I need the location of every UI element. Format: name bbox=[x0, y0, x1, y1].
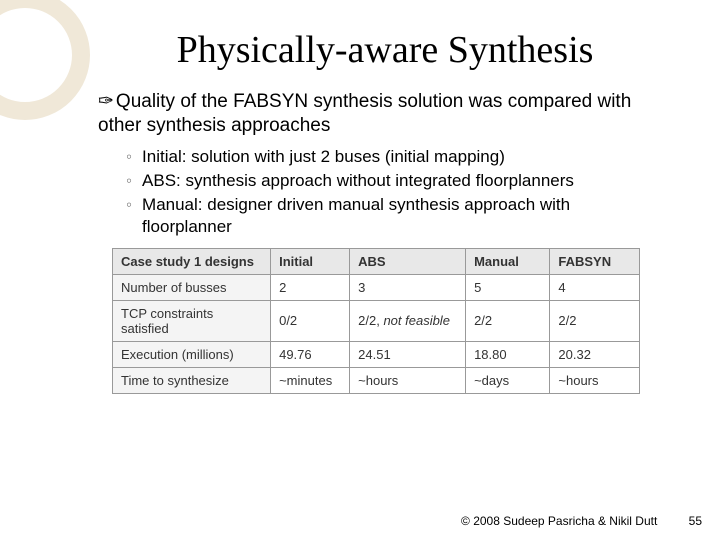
slide-title: Physically-aware Synthesis bbox=[90, 28, 680, 72]
sub-bullet: ◦ ABS: synthesis approach without integr… bbox=[126, 170, 650, 192]
table-cell: 2/2 bbox=[550, 300, 640, 341]
comparison-table: Case study 1 designs Initial ABS Manual … bbox=[112, 248, 640, 394]
table-cell: 18.80 bbox=[466, 341, 550, 367]
main-bullet: ✑Quality of the FABSYN synthesis solutio… bbox=[98, 90, 660, 138]
table-header-row: Case study 1 designs Initial ABS Manual … bbox=[113, 248, 640, 274]
sub-bullet-text: Initial: solution with just 2 buses (ini… bbox=[142, 146, 505, 168]
table-header: Case study 1 designs bbox=[113, 248, 271, 274]
sub-bullet-list: ◦ Initial: solution with just 2 buses (i… bbox=[126, 146, 650, 238]
table-cell: 2/2, not feasible bbox=[350, 300, 466, 341]
table-row: TCP constraints satisfied0/22/2, not fea… bbox=[113, 300, 640, 341]
table-cell: 49.76 bbox=[271, 341, 350, 367]
slide-footer: © 2008 Sudeep Pasricha & Nikil Dutt 55 bbox=[461, 514, 702, 528]
table-body: Number of busses2354TCP constraints sati… bbox=[113, 274, 640, 393]
sub-bullet-text: ABS: synthesis approach without integrat… bbox=[142, 170, 574, 192]
page-number: 55 bbox=[689, 514, 702, 528]
sub-bullet: ◦ Initial: solution with just 2 buses (i… bbox=[126, 146, 650, 168]
table-header: ABS bbox=[350, 248, 466, 274]
sub-bullet-text: Manual: designer driven manual synthesis… bbox=[142, 194, 650, 238]
table-cell: 20.32 bbox=[550, 341, 640, 367]
table-header: FABSYN bbox=[550, 248, 640, 274]
comparison-table-wrap: Case study 1 designs Initial ABS Manual … bbox=[112, 248, 640, 394]
sub-bullet: ◦ Manual: designer driven manual synthes… bbox=[126, 194, 650, 238]
table-cell: 4 bbox=[550, 274, 640, 300]
table-header: Initial bbox=[271, 248, 350, 274]
table-cell: 3 bbox=[350, 274, 466, 300]
ring-icon: ◦ bbox=[126, 170, 132, 192]
table-cell: ~hours bbox=[550, 367, 640, 393]
table-cell: ~hours bbox=[350, 367, 466, 393]
row-label: Time to synthesize bbox=[113, 367, 271, 393]
table-cell: 2/2 bbox=[466, 300, 550, 341]
table-row: Number of busses2354 bbox=[113, 274, 640, 300]
table-row: Execution (millions)49.7624.5118.8020.32 bbox=[113, 341, 640, 367]
table-cell: ~minutes bbox=[271, 367, 350, 393]
row-label: Execution (millions) bbox=[113, 341, 271, 367]
ring-icon: ◦ bbox=[126, 146, 132, 168]
copyright-text: © 2008 Sudeep Pasricha & Nikil Dutt bbox=[461, 514, 657, 528]
table-cell: ~days bbox=[466, 367, 550, 393]
main-bullet-text: Quality of the FABSYN synthesis solution… bbox=[98, 91, 631, 136]
ring-icon: ◦ bbox=[126, 194, 132, 238]
row-label: TCP constraints satisfied bbox=[113, 300, 271, 341]
slide-content: Physically-aware Synthesis ✑Quality of t… bbox=[0, 0, 720, 394]
table-cell: 0/2 bbox=[271, 300, 350, 341]
table-row: Time to synthesize~minutes~hours~days~ho… bbox=[113, 367, 640, 393]
table-cell: 2 bbox=[271, 274, 350, 300]
table-cell: 5 bbox=[466, 274, 550, 300]
table-cell: 24.51 bbox=[350, 341, 466, 367]
row-label: Number of busses bbox=[113, 274, 271, 300]
table-header: Manual bbox=[466, 248, 550, 274]
bullet-glyph: ✑ bbox=[98, 90, 114, 114]
